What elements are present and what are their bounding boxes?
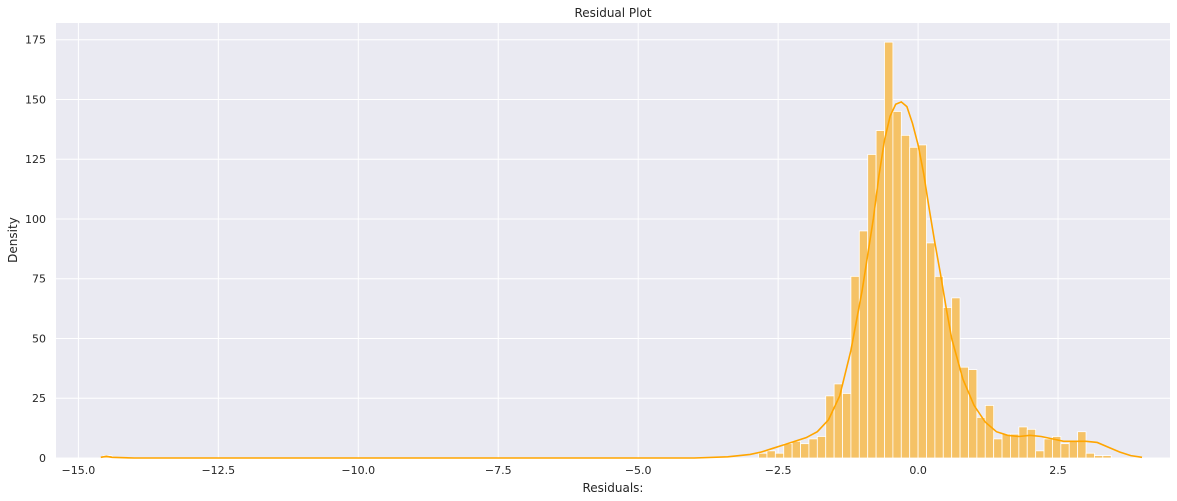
plot-background [56, 23, 1170, 458]
histogram-bar [774, 452, 785, 459]
histogram-bar [909, 146, 919, 459]
histogram-bar [1085, 452, 1095, 459]
histogram-bar [917, 144, 927, 459]
histogram-bar [842, 393, 852, 459]
histogram-bar [1010, 433, 1020, 459]
y-tick-label: 100 [25, 213, 46, 226]
histogram-bar [1035, 450, 1045, 459]
histogram-bar [808, 438, 818, 459]
y-tick-label: 25 [32, 392, 46, 405]
histogram-bar [791, 440, 801, 459]
histogram-bar [993, 438, 1003, 459]
histogram-bar [1068, 440, 1079, 459]
x-tick-label: −5.0 [625, 464, 652, 477]
histogram-bar [850, 275, 860, 459]
histogram-bar [1001, 433, 1011, 459]
histogram-bar [825, 395, 835, 459]
y-tick-label: 50 [32, 332, 46, 345]
histogram-bar [833, 383, 843, 459]
x-tick-label: 2.5 [1049, 464, 1067, 477]
histogram-bar [884, 41, 894, 459]
histogram-bar [1077, 431, 1087, 459]
histogram-bar [1102, 455, 1112, 459]
histogram-bar [875, 130, 885, 459]
histogram-bar [934, 275, 944, 459]
histogram-bar [900, 134, 911, 459]
histogram-bar [783, 443, 793, 459]
x-tick-label: −12.5 [201, 464, 235, 477]
y-tick-label: 125 [25, 153, 46, 166]
histogram-bars [103, 41, 1112, 459]
histogram-bar [766, 450, 776, 459]
x-tick-label: −15.0 [62, 464, 96, 477]
grid-lines [56, 23, 1170, 459]
histogram-bar [867, 154, 877, 459]
y-tick-label: 75 [32, 273, 46, 286]
histogram-bar [816, 436, 827, 459]
y-axis-title: Density [6, 217, 20, 263]
x-tick-labels: −15.0 −12.5 −10.0 −7.5 −5.0 −2.5 0.0 2.5 [62, 464, 1067, 477]
histogram-bar [800, 443, 810, 459]
y-tick-label: 175 [25, 34, 46, 47]
histogram-bar [926, 242, 936, 459]
histogram-bar [951, 297, 961, 459]
x-tick-label: 0.0 [909, 464, 927, 477]
histogram-bar [1094, 455, 1104, 459]
histogram-bar [976, 416, 986, 459]
y-tick-label: 0 [39, 452, 46, 465]
x-tick-label: −7.5 [485, 464, 512, 477]
histogram-bar [1026, 428, 1037, 459]
x-axis-title: Residuals: [583, 481, 644, 495]
histogram-bar [1018, 426, 1028, 459]
chart-title: Residual Plot [574, 6, 651, 20]
histogram-bar [1060, 443, 1070, 459]
y-tick-label: 150 [25, 93, 46, 106]
histogram-bar [758, 452, 768, 459]
histogram-bar [984, 405, 995, 459]
kde-curve [100, 100, 1143, 459]
y-tick-labels: 0 25 50 75 100 125 150 175 [25, 34, 46, 465]
histogram-bar [892, 111, 902, 459]
x-tick-label: −2.5 [765, 464, 792, 477]
histogram-bar [1043, 438, 1053, 459]
x-tick-label: −10.0 [341, 464, 375, 477]
histogram-bar [968, 369, 978, 459]
